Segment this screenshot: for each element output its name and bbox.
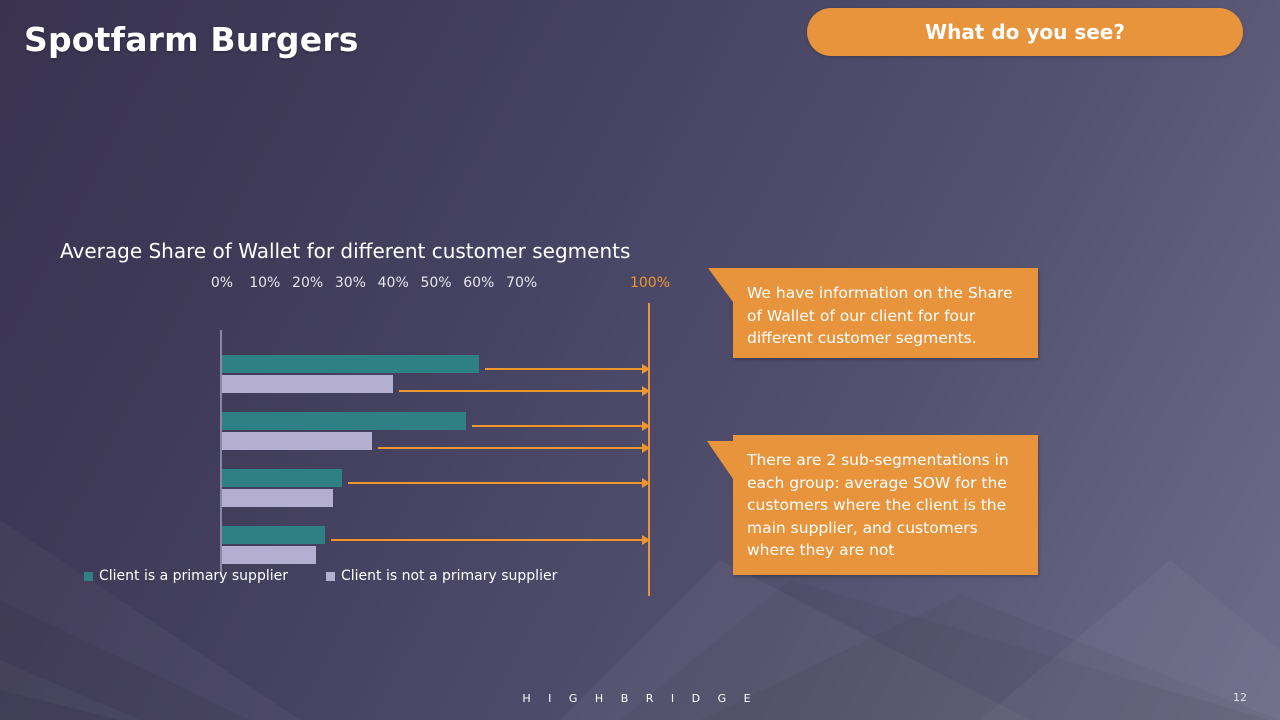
gap-arrow-head-1-1 (642, 443, 650, 453)
gap-arrow-head-2-0 (642, 478, 650, 488)
gap-arrow-line-2-0 (347, 482, 642, 484)
x-axis-tick-30: 30% (334, 275, 366, 291)
x-axis-tick-10: 10% (249, 275, 281, 291)
bar-0-0 (222, 355, 479, 373)
bar-1-0 (222, 412, 466, 430)
x-axis-tick-100: 100% (629, 275, 671, 291)
x-axis-ticks: 0% 10% 20% 30% 40% 50% 60% 70% 100% (0, 275, 700, 297)
gap-arrow-line-0-0 (484, 368, 642, 370)
callout-2-text: There are 2 sub-segmentations in each gr… (747, 451, 1009, 559)
gap-arrow-line-3-0 (330, 539, 642, 541)
callout-tail-icon (708, 268, 733, 302)
x-axis-tick-40: 40% (377, 275, 409, 291)
callout-tail-icon (707, 441, 733, 479)
question-pill-label: What do you see? (925, 20, 1125, 44)
gap-arrow-line-0-1 (399, 390, 642, 392)
gap-arrow-head-0-0 (642, 364, 650, 374)
gap-arrow-head-1-0 (642, 421, 650, 431)
bar-2-0 (222, 469, 342, 487)
gap-arrow-line-1-0 (471, 425, 642, 427)
gap-arrow-line-1-1 (377, 447, 642, 449)
chart-plot-area: Vegan RestaurantsRegular RestaurantsLoca… (0, 303, 700, 596)
gap-arrow-head-0-1 (642, 386, 650, 396)
legend-item-1[interactable]: Client is not a primary supplier (325, 568, 558, 584)
bar-1-1 (222, 432, 372, 450)
callout-box-1: We have information on the Share of Wall… (708, 268, 1038, 358)
chart-title: Average Share of Wallet for different cu… (60, 239, 631, 263)
legend-label-0: Client is a primary supplier (99, 568, 288, 584)
chart-legend: Client is a primary supplier Client is no… (84, 568, 557, 584)
callout-1-text: We have information on the Share of Wall… (747, 284, 1013, 347)
legend-item-0[interactable]: Client is a primary supplier (84, 568, 288, 584)
page-number: 12 (1233, 691, 1247, 704)
bar-2-1 (222, 489, 334, 507)
legend-swatch-icon (325, 571, 335, 581)
gap-arrow-head-3-0 (642, 535, 650, 545)
bar-3-1 (222, 546, 317, 564)
zero-axis-line (220, 330, 222, 577)
callout-box-2: There are 2 sub-segmentations in each gr… (707, 435, 1038, 575)
x-axis-tick-50: 50% (420, 275, 452, 291)
bar-0-1 (222, 375, 394, 393)
page-title: Spotfarm Burgers (24, 20, 359, 59)
question-pill[interactable]: What do you see? (807, 8, 1243, 56)
x-axis-tick-60: 60% (463, 275, 495, 291)
footer-brand: H I G H B R I D G E (522, 692, 758, 705)
bar-chart: 0% 10% 20% 30% 40% 50% 60% 70% 100% Vegan Restau… (0, 275, 700, 596)
legend-swatch-icon (84, 571, 93, 581)
x-axis-tick-20: 20% (292, 275, 324, 291)
x-axis-tick-0: 0% (210, 275, 234, 291)
legend-label-1: Client is not a primary supplier (340, 568, 558, 584)
x-axis-tick-70: 70% (506, 275, 538, 291)
bar-3-0 (222, 526, 325, 544)
